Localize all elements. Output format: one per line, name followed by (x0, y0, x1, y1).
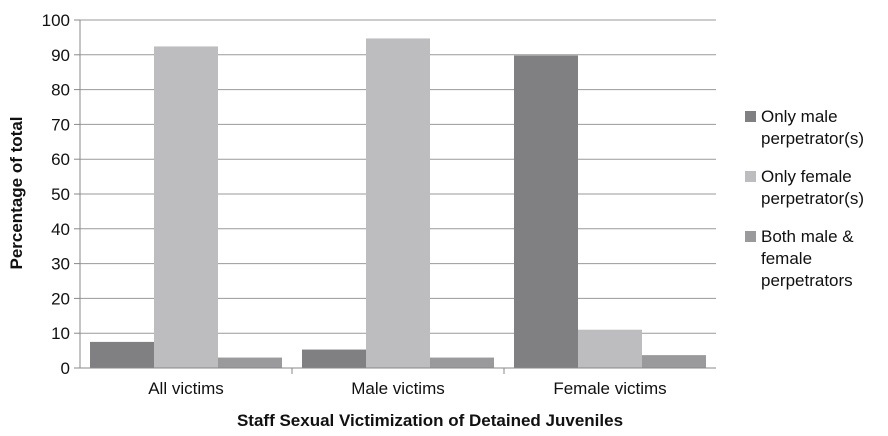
y-tick-label: 60 (51, 150, 70, 169)
bar (218, 357, 282, 368)
bar (430, 357, 494, 368)
y-axis-title: Percentage of total (7, 116, 26, 269)
bar (366, 38, 430, 368)
bar (90, 341, 154, 368)
legend-label: Only male perpetrator(s) (761, 107, 864, 148)
bar (154, 46, 218, 368)
x-tick-label: All victims (148, 379, 224, 398)
y-axis-ticks: 0 10 20 30 40 50 60 70 80 90 100 (42, 11, 80, 378)
legend-item: Only male perpetrator(s) (745, 106, 885, 150)
y-tick-label: 10 (51, 324, 70, 343)
x-axis-title: Staff Sexual Victimization of Detained J… (237, 411, 623, 430)
legend-item: Only female perpetrator(s) (745, 166, 885, 210)
bars (90, 38, 706, 368)
y-tick-label: 70 (51, 115, 70, 134)
y-tick-label: 50 (51, 185, 70, 204)
y-tick-label: 90 (51, 46, 70, 65)
legend-swatch (745, 111, 756, 122)
y-tick-label: 20 (51, 289, 70, 308)
y-tick-label: 40 (51, 220, 70, 239)
y-tick-label: 80 (51, 81, 70, 100)
x-tick-label: Female victims (553, 379, 666, 398)
legend-label: Only female perpetrator(s) (761, 167, 864, 208)
bar (578, 329, 642, 368)
legend-item: Both male & female perpetrators (745, 226, 885, 292)
legend-label: Both male & female perpetrators (761, 227, 854, 290)
y-tick-label: 0 (61, 359, 70, 378)
x-tick-label: Male victims (351, 379, 445, 398)
legend-swatch (745, 231, 756, 242)
bar (642, 355, 706, 368)
y-tick-label: 100 (42, 11, 70, 30)
bar (514, 55, 578, 368)
y-tick-label: 30 (51, 255, 70, 274)
x-axis-ticks: All victims Male victims Female victims (148, 368, 667, 398)
bar (302, 349, 366, 368)
legend-swatch (745, 171, 756, 182)
legend: Only male perpetrator(s) Only female per… (745, 106, 885, 308)
